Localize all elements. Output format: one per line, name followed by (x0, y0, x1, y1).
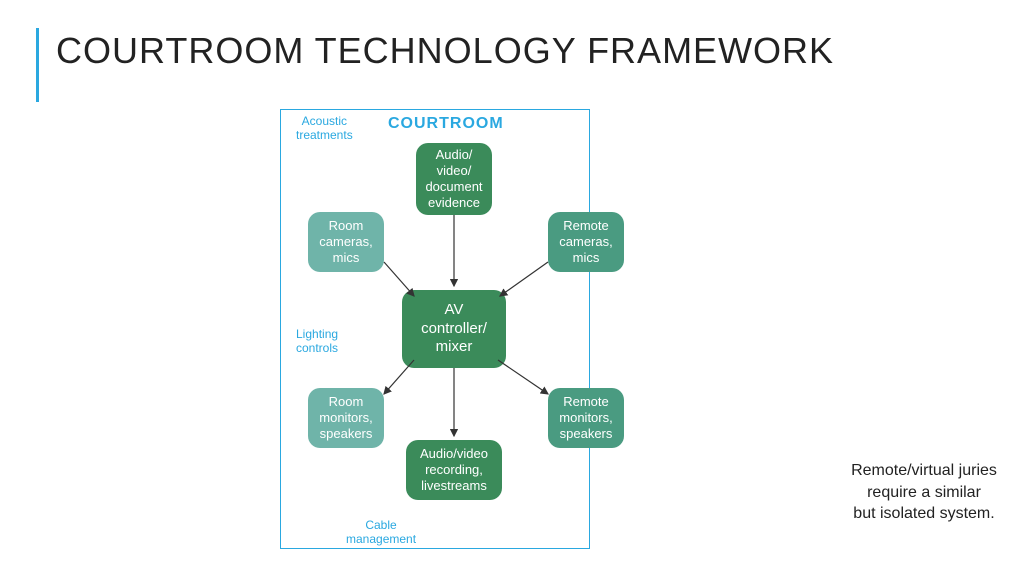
node-remote-cameras-mics: Remotecameras,mics (548, 212, 624, 272)
title-accent-bar (36, 28, 39, 102)
label-lighting-controls: Lightingcontrols (296, 327, 338, 356)
label-acoustic-treatments: Acoustictreatments (296, 114, 353, 143)
node-remote-monitors-speakers: Remotemonitors,speakers (548, 388, 624, 448)
node-room-monitors-speakers: Roommonitors,speakers (308, 388, 384, 448)
caption-remote-juries: Remote/virtual juriesrequire a similarbu… (836, 460, 1012, 525)
courtroom-frame-title: COURTROOM (388, 115, 504, 133)
node-audio-video-document-evidence: Audio/video/documentevidence (416, 143, 492, 215)
node-audio-video-recording-livestreams: Audio/videorecording,livestreams (406, 440, 502, 500)
label-cable-management: Cablemanagement (346, 518, 416, 547)
node-av-controller-mixer: AVcontroller/mixer (402, 290, 506, 368)
page-title: COURTROOM TECHNOLOGY FRAMEWORK (56, 30, 834, 72)
node-room-cameras-mics: Roomcameras,mics (308, 212, 384, 272)
